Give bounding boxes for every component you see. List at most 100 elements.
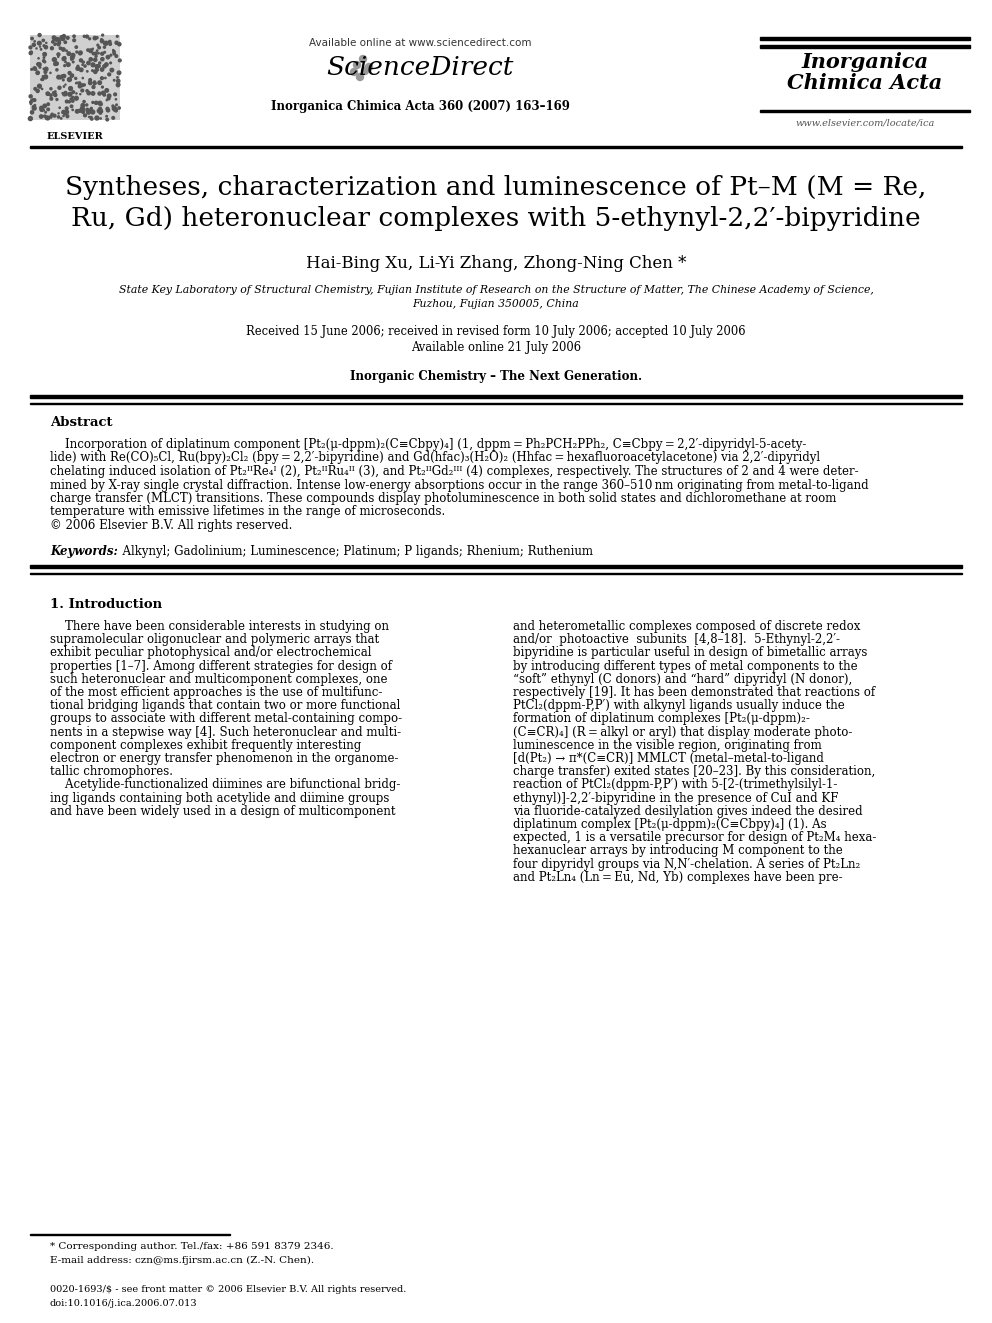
Circle shape [106, 108, 109, 112]
Circle shape [98, 53, 99, 54]
Circle shape [81, 103, 84, 107]
Circle shape [50, 115, 52, 118]
Circle shape [75, 46, 77, 49]
Circle shape [55, 42, 57, 45]
Text: ELSEVIER: ELSEVIER [47, 132, 103, 142]
Circle shape [97, 65, 100, 67]
Circle shape [31, 37, 34, 40]
Text: component complexes exhibit frequently interesting: component complexes exhibit frequently i… [50, 738, 361, 751]
Circle shape [45, 67, 48, 71]
Circle shape [53, 40, 55, 41]
Circle shape [105, 89, 108, 93]
Circle shape [42, 40, 45, 41]
Circle shape [47, 93, 50, 95]
Circle shape [29, 46, 32, 49]
Text: temperature with emissive lifetimes in the range of microseconds.: temperature with emissive lifetimes in t… [50, 505, 445, 519]
Circle shape [36, 90, 40, 93]
Circle shape [100, 40, 104, 42]
Bar [760, 37, 970, 40]
Text: of the most efficient approaches is the use of multifunc-: of the most efficient approaches is the … [50, 687, 382, 699]
Circle shape [104, 41, 108, 45]
Circle shape [76, 66, 79, 70]
Text: doi:10.1016/j.ica.2006.07.013: doi:10.1016/j.ica.2006.07.013 [50, 1299, 197, 1308]
Circle shape [29, 95, 32, 98]
Circle shape [74, 77, 76, 79]
Circle shape [107, 97, 110, 99]
Circle shape [103, 65, 106, 67]
Circle shape [98, 93, 101, 95]
Circle shape [65, 107, 68, 110]
Circle shape [40, 115, 43, 118]
Circle shape [101, 111, 102, 112]
Circle shape [91, 70, 93, 71]
Circle shape [43, 60, 45, 62]
Circle shape [47, 118, 50, 119]
Circle shape [113, 50, 115, 53]
Circle shape [86, 110, 90, 114]
Circle shape [62, 48, 65, 52]
Circle shape [43, 69, 45, 70]
Circle shape [92, 53, 94, 54]
Text: There have been considerable interests in studying on: There have been considerable interests i… [50, 620, 389, 632]
Circle shape [32, 99, 34, 101]
Text: Fuzhou, Fujian 350005, China: Fuzhou, Fujian 350005, China [413, 299, 579, 310]
Text: 1. Introduction: 1. Introduction [50, 598, 162, 611]
Circle shape [44, 75, 48, 79]
Circle shape [30, 101, 33, 103]
Circle shape [78, 82, 81, 85]
Circle shape [88, 81, 92, 85]
Circle shape [79, 58, 82, 62]
Circle shape [94, 52, 97, 54]
Circle shape [89, 49, 92, 53]
Circle shape [66, 62, 70, 66]
Circle shape [30, 52, 33, 54]
Circle shape [102, 34, 103, 36]
Text: hexanuclear arrays by introducing M component to the: hexanuclear arrays by introducing M comp… [513, 844, 843, 857]
Circle shape [114, 93, 116, 95]
Circle shape [103, 93, 105, 94]
Circle shape [65, 50, 67, 52]
Text: “soft” ethynyl (C donors) and “hard” dipyridyl (N donor),: “soft” ethynyl (C donors) and “hard” dip… [513, 673, 852, 685]
Circle shape [56, 69, 58, 71]
Text: mined by X-ray single crystal diffraction. Intense low-energy absorptions occur : mined by X-ray single crystal diffractio… [50, 479, 869, 492]
Circle shape [98, 81, 101, 85]
Circle shape [44, 70, 47, 73]
Circle shape [42, 78, 44, 81]
Circle shape [86, 61, 90, 65]
Circle shape [60, 77, 62, 79]
Circle shape [78, 52, 81, 54]
Circle shape [89, 78, 91, 81]
Circle shape [101, 53, 103, 56]
Text: Syntheses, characterization and luminescence of Pt–M (M = Re,: Syntheses, characterization and luminesc… [65, 175, 927, 200]
Circle shape [110, 69, 114, 71]
Circle shape [61, 75, 64, 78]
Circle shape [57, 75, 61, 79]
Bar [30, 565, 962, 568]
Circle shape [108, 41, 111, 42]
Circle shape [53, 58, 57, 62]
Text: chelating induced isolation of Pt₂ᴵᴵRe₄ᴵ (2), Pt₂ᴵᴵRu₄ᴵᴵ (3), and Pt₂ᴵᴵGd₂ᴵᴵᴵ (4: chelating induced isolation of Pt₂ᴵᴵRe₄ᴵ… [50, 464, 859, 478]
Circle shape [113, 108, 114, 111]
Circle shape [118, 60, 121, 62]
Circle shape [78, 85, 81, 87]
Circle shape [36, 71, 40, 74]
Circle shape [58, 38, 60, 40]
Circle shape [54, 62, 57, 66]
Text: Inorganica Chimica Acta 360 (2007) 163–169: Inorganica Chimica Acta 360 (2007) 163–1… [271, 101, 569, 112]
Circle shape [90, 116, 92, 119]
Circle shape [65, 101, 68, 103]
Text: supramolecular oligonuclear and polymeric arrays that: supramolecular oligonuclear and polymeri… [50, 634, 379, 646]
Circle shape [115, 41, 118, 44]
Circle shape [106, 107, 109, 110]
Text: expected, 1 is a versatile precursor for design of Pt₂M₄ hexa-: expected, 1 is a versatile precursor for… [513, 831, 876, 844]
Circle shape [70, 105, 72, 107]
Circle shape [47, 108, 50, 111]
Circle shape [70, 58, 72, 61]
Circle shape [62, 93, 65, 95]
Circle shape [63, 86, 64, 87]
Text: Available online at www.sciencedirect.com: Available online at www.sciencedirect.co… [309, 38, 532, 48]
Circle shape [93, 82, 96, 85]
Text: * Corresponding author. Tel./fax: +86 591 8379 2346.: * Corresponding author. Tel./fax: +86 59… [50, 1242, 333, 1252]
Circle shape [70, 98, 71, 99]
Circle shape [75, 52, 77, 53]
